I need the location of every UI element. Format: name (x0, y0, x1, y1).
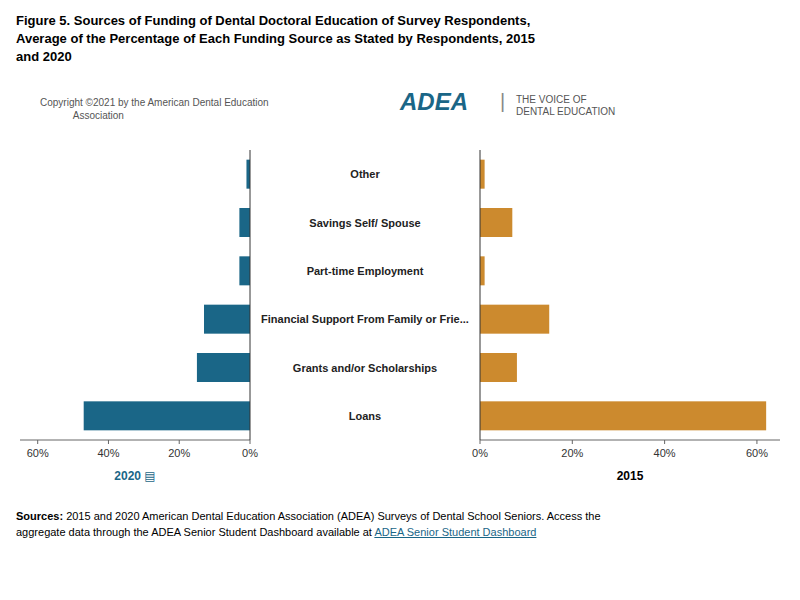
bar (480, 208, 512, 237)
bar (246, 160, 250, 189)
panel-0: 60% 40% 20% 0% 2020 ▤ (20, 150, 258, 483)
x-tick (480, 440, 481, 444)
x-tick-label: 0% (472, 447, 488, 459)
bar (480, 353, 517, 382)
panel-1: 0% 20% 40% 60% 2015 Loans Grants and/or Schola… (261, 150, 780, 483)
x-tick-label: 20% (561, 447, 583, 459)
category-label: Savings Self/ Spouse (309, 217, 420, 229)
logo-separator: | (500, 90, 505, 113)
bar (480, 305, 549, 334)
x-axis-line (480, 440, 780, 441)
baseline (250, 150, 251, 440)
x-tick (37, 440, 38, 444)
baseline (480, 150, 481, 440)
x-tick (572, 440, 573, 444)
copyright: Copyright ©2021 by the American Dental E… (40, 96, 269, 122)
bar (239, 208, 250, 237)
bars (84, 160, 250, 431)
x-tick (664, 440, 665, 444)
chart: 60% 40% 20% 0% 2020 ▤ 0% 20% 40% 60% 2015 Loans Gra… (0, 0, 800, 600)
footer: Sources: 2015 and 2020 American Dental E… (16, 508, 786, 540)
x-tick-label: 40% (97, 447, 119, 459)
logo-text: ADEA (400, 88, 468, 116)
bar (480, 160, 485, 189)
x-axis-label: 2015 (617, 469, 644, 483)
bar (239, 256, 250, 285)
bar (84, 401, 250, 430)
x-tick-label: 20% (168, 447, 190, 459)
logo-tagline: THE VOICE OF DENTAL EDUCATION (516, 94, 615, 118)
x-tick (250, 440, 251, 444)
x-tick-label: 40% (654, 447, 676, 459)
x-axis-label: 2020 ▤ (114, 469, 155, 483)
category-label: Part-time Employment (307, 265, 424, 277)
category-label: Grants and/or Scholarships (293, 362, 437, 374)
x-tick-label: 0% (242, 447, 258, 459)
bar (480, 256, 485, 285)
x-tick (756, 440, 757, 444)
footer-link[interactable]: ADEA Senior Student Dashboard (374, 526, 536, 538)
category-label: Other (350, 168, 380, 180)
x-tick (179, 440, 180, 444)
bar (197, 353, 250, 382)
category-label: Financial Support From Family or Frie... (261, 313, 469, 325)
x-axis-line (20, 440, 250, 441)
bar (480, 401, 766, 430)
bar (204, 305, 250, 334)
x-tick (108, 440, 109, 444)
chart-title: Figure 5. Sources of Funding of Dental D… (16, 12, 786, 66)
bars (480, 160, 766, 431)
x-tick-label: 60% (27, 447, 49, 459)
category-label: Loans (349, 410, 381, 422)
x-tick-label: 60% (746, 447, 768, 459)
footer-sources: Sources: (16, 510, 63, 522)
